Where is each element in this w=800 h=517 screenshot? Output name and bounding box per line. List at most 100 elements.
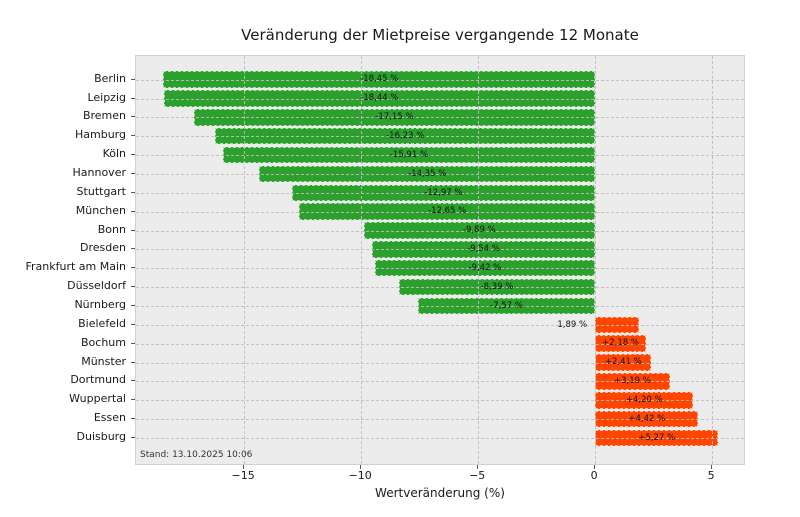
category-label-leipzig: Leipzig: [87, 90, 126, 104]
bar-leipzig: [163, 90, 596, 107]
grid-line-y: [136, 79, 744, 81]
stand-note: Stand: 13.10.2025 10:06: [140, 450, 253, 460]
category-label-essen: Essen: [93, 411, 126, 425]
y-tick-mark: [131, 135, 135, 137]
grid-line-y: [136, 192, 744, 194]
category-label-d-sseldorf: Düsseldorf: [67, 279, 126, 293]
grid-line-x: [595, 56, 597, 464]
y-tick-mark: [131, 286, 135, 288]
grid-line-y: [136, 437, 744, 439]
category-label-berlin: Berlin: [94, 71, 126, 85]
y-tick-mark: [131, 323, 135, 325]
x-tick-label: 5: [707, 469, 715, 482]
grid-line-y: [136, 419, 744, 421]
grid-line-y: [136, 211, 744, 213]
category-label-hamburg: Hamburg: [75, 128, 126, 142]
category-label-dortmund: Dortmund: [70, 373, 126, 387]
y-tick-mark: [131, 342, 135, 344]
grid-line-y: [136, 287, 744, 289]
y-tick-mark: [131, 399, 135, 401]
x-tick-label: −15: [231, 469, 255, 482]
grid-line-x: [361, 56, 363, 464]
y-tick-mark: [131, 304, 135, 306]
bar-value-label: -9,89 %: [462, 225, 496, 236]
grid-line-y: [136, 400, 744, 402]
y-tick-mark: [131, 210, 135, 212]
bar-value-label: -18,44 %: [360, 93, 399, 104]
y-tick-mark: [131, 78, 135, 80]
y-tick-mark: [131, 97, 135, 99]
y-tick-mark: [131, 380, 135, 382]
grid-line-y: [136, 155, 744, 156]
bar-value-label: -15,91 %: [389, 149, 429, 160]
category-label-stuttgart: Stuttgart: [76, 184, 126, 198]
bar-value-label: -8,39 %: [480, 281, 514, 292]
category-label-bochum: Bochum: [81, 335, 126, 349]
bar-bonn: [363, 222, 596, 239]
y-tick-mark: [131, 361, 135, 363]
y-tick-mark: [131, 116, 135, 118]
category-label-duisburg: Duisburg: [76, 429, 127, 443]
grid-line-y: [136, 268, 744, 270]
category-label-k-ln: Köln: [102, 147, 126, 160]
y-tick-mark: [131, 191, 135, 193]
bar-value-label: -7,57 %: [490, 300, 523, 311]
bar-value-label: -9,42 %: [468, 262, 502, 273]
grid-line-y: [136, 230, 744, 232]
y-tick-mark: [131, 248, 135, 250]
bar-value-label: -9,54 %: [467, 244, 500, 255]
category-label-frankfurt-am-main: Frankfurt am Main: [25, 260, 126, 274]
bar-value-label: -16,23 %: [386, 130, 425, 141]
grid-line-x: [712, 56, 714, 464]
category-label-wuppertal: Wuppertal: [69, 392, 126, 406]
category-label-m-nchen: München: [75, 203, 126, 217]
y-tick-mark: [131, 267, 135, 269]
x-tick-mark: [594, 465, 596, 469]
x-tick-label: −10: [348, 469, 372, 482]
category-label-dresden: Dresden: [80, 241, 126, 255]
y-tick-mark: [131, 436, 135, 438]
x-tick-mark: [477, 465, 479, 469]
grid-line-x: [478, 56, 480, 464]
bar-value-label: -17,15 %: [375, 112, 414, 123]
x-axis-label: Wertveränderung (%): [375, 486, 505, 500]
grid-line-y: [136, 249, 744, 251]
bar-stuttgart: [291, 184, 596, 201]
bar-value-label: -18,45 %: [360, 74, 399, 85]
x-tick-label: −5: [468, 469, 486, 482]
x-tick-mark: [711, 465, 713, 469]
bar-value-label: -14,35 %: [408, 168, 447, 179]
bar-value-label: 1,89 %: [557, 319, 588, 330]
bar-value-label: +2,18 %: [602, 338, 639, 349]
x-tick-mark: [360, 465, 362, 469]
grid-line-y: [136, 343, 744, 345]
category-label-bielefeld: Bielefeld: [78, 316, 126, 330]
category-label-n-rnberg: Nürnberg: [74, 297, 126, 311]
x-tick-mark: [243, 465, 245, 469]
grid-line-y: [136, 117, 744, 119]
grid-line-y: [136, 98, 744, 100]
y-tick-mark: [131, 172, 135, 174]
category-label-bremen: Bremen: [82, 109, 126, 123]
grid-line-y: [136, 173, 744, 175]
y-tick-mark: [131, 418, 135, 420]
category-label-m-nster: Münster: [81, 354, 126, 368]
grid-line-y: [136, 362, 744, 364]
category-label-hannover: Hannover: [72, 165, 127, 179]
bar-frankfurt-am-main: [374, 259, 596, 277]
bar-value-label: -12,65 %: [428, 206, 467, 217]
category-label-bonn: Bonn: [97, 222, 126, 236]
grid-line-y: [136, 136, 744, 138]
grid-line-y: [136, 305, 744, 307]
y-tick-mark: [131, 229, 135, 231]
chart-title: Veränderung der Mietpreise vergangende 1…: [241, 26, 639, 44]
grid-line-x: [244, 56, 246, 464]
grid-line-y: [136, 324, 744, 326]
bar-hamburg: [215, 127, 596, 145]
bar-value-label: +4,42 %: [628, 413, 666, 424]
bar-value-label: +4,20 %: [625, 395, 663, 405]
bar-value-label: +5,27 %: [638, 432, 676, 443]
grid-line-y: [136, 381, 744, 383]
bar-value-label: +2,41 %: [604, 357, 642, 368]
